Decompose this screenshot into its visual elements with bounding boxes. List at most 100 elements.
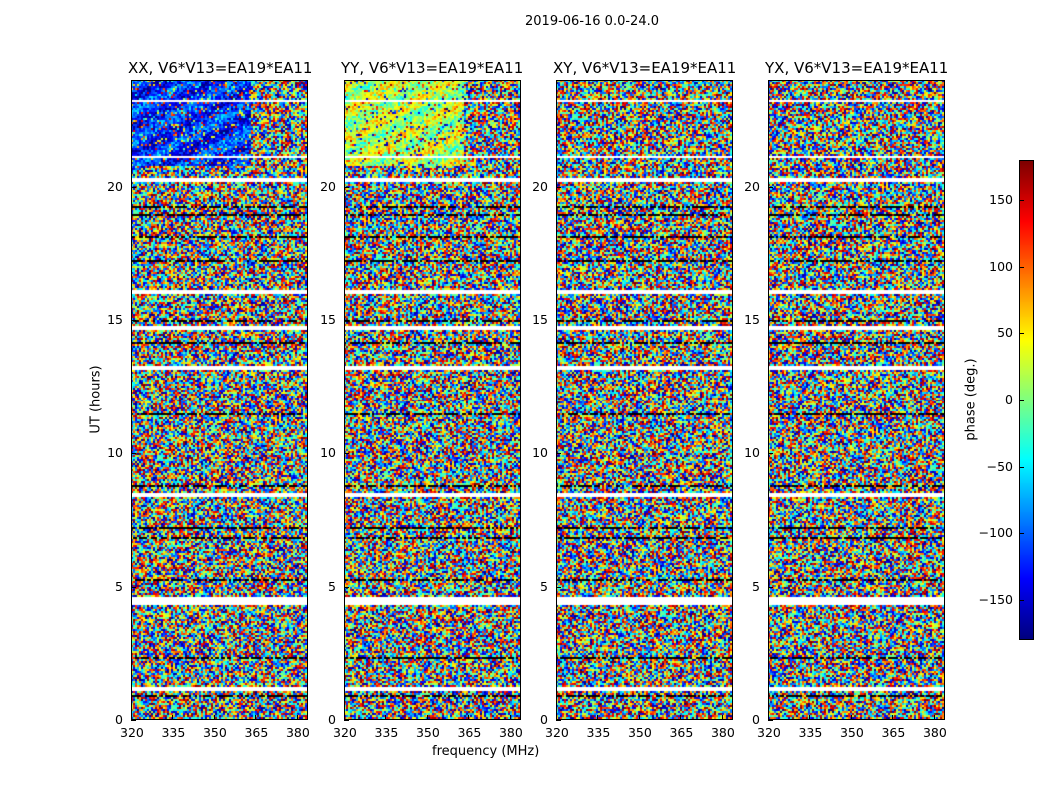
- x-tick: [809, 715, 811, 720]
- x-tick-label: 350: [202, 725, 227, 740]
- y-tick: [768, 720, 773, 721]
- heatmap-panel: [344, 80, 521, 720]
- heatmap-cells: [769, 81, 944, 719]
- y-tick: [556, 453, 561, 455]
- heatmap-cells: [345, 81, 520, 719]
- heatmap-panel: [768, 80, 945, 720]
- y-tick: [768, 453, 773, 455]
- y-tick: [556, 720, 561, 721]
- y-tick: [344, 453, 349, 455]
- figure-suptitle: 2019-06-16 0.0-24.0: [525, 14, 659, 29]
- x-tick-label: 320: [333, 725, 357, 740]
- x-tick-label: 350: [415, 725, 440, 740]
- y-tick: [556, 320, 561, 321]
- colorbar-tick: [1020, 200, 1024, 201]
- heatmap-panel: [556, 80, 733, 720]
- y-tick: [768, 586, 773, 588]
- x-tick-label: 335: [586, 725, 611, 740]
- x-tick-label: 350: [839, 725, 864, 740]
- x-tick: [892, 715, 894, 720]
- y-axis-label: UT (hours): [88, 365, 104, 434]
- y-tick: [131, 720, 136, 721]
- y-tick-label: 20: [107, 178, 123, 194]
- y-tick: [768, 320, 773, 321]
- x-tick-label: 365: [881, 725, 906, 740]
- colorbar-label: phase (deg.): [963, 358, 979, 441]
- x-axis-label: frequency (MHz): [432, 744, 540, 759]
- y-tick: [344, 586, 349, 588]
- y-tick-label: 15: [532, 312, 548, 327]
- y-tick-label: 5: [115, 578, 123, 594]
- x-tick: [131, 715, 132, 720]
- heatmap-cells: [132, 81, 307, 719]
- x-tick: [768, 715, 769, 720]
- y-tick-label: 5: [328, 578, 336, 594]
- y-tick: [344, 186, 349, 188]
- x-tick: [597, 715, 599, 720]
- x-tick-label: 365: [669, 725, 694, 740]
- y-tick-label: 0: [752, 712, 760, 727]
- y-tick: [131, 186, 136, 188]
- x-tick: [255, 715, 257, 720]
- x-tick-label: 380: [710, 725, 735, 740]
- x-tick-label: 380: [922, 725, 947, 740]
- x-tick: [468, 715, 470, 720]
- colorbar-tick: [1020, 533, 1024, 535]
- x-tick-label: 380: [285, 725, 310, 740]
- heatmap-panel: [131, 80, 308, 720]
- x-tick-label: 350: [627, 725, 652, 740]
- colorbar: [1019, 160, 1034, 640]
- y-tick-label: 10: [107, 445, 123, 461]
- colorbar-tick-label: −100: [978, 525, 1013, 541]
- y-tick-label: 0: [328, 712, 336, 727]
- y-tick: [768, 186, 773, 188]
- x-tick: [721, 715, 723, 720]
- y-tick: [556, 186, 561, 188]
- x-tick: [426, 715, 428, 720]
- y-tick-label: 20: [532, 178, 548, 194]
- y-tick-label: 0: [115, 712, 123, 727]
- colorbar-tick-label: 150: [989, 192, 1013, 207]
- panel-title: YX, V6*V13=EA19*EA11: [765, 59, 949, 77]
- y-tick-label: 5: [752, 578, 760, 594]
- y-tick: [344, 320, 349, 321]
- x-tick: [638, 715, 640, 720]
- y-tick: [131, 586, 136, 588]
- x-tick-label: 335: [374, 725, 399, 740]
- y-tick: [344, 720, 349, 721]
- x-tick-label: 335: [161, 725, 186, 740]
- x-tick: [933, 715, 935, 720]
- colorbar-tick-label: 50: [997, 325, 1013, 341]
- x-tick-label: 365: [244, 725, 269, 740]
- x-tick-label: 335: [798, 725, 823, 740]
- y-tick-label: 10: [532, 445, 548, 461]
- colorbar-tick: [1020, 333, 1024, 335]
- y-tick-label: 10: [320, 445, 336, 461]
- x-tick: [172, 715, 174, 720]
- y-tick-label: 0: [540, 712, 548, 727]
- x-tick: [680, 715, 682, 720]
- colorbar-tick: [1020, 400, 1024, 401]
- y-tick-label: 20: [744, 178, 760, 194]
- heatmap-cells: [557, 81, 732, 719]
- colorbar-tick-label: 0: [1005, 392, 1013, 407]
- x-tick-label: 365: [457, 725, 482, 740]
- x-tick-label: 320: [545, 725, 569, 740]
- y-tick: [131, 453, 136, 455]
- colorbar-tick-label: 100: [989, 258, 1013, 274]
- x-tick-label: 320: [120, 725, 144, 740]
- colorbar-tick-label: −50: [986, 458, 1013, 474]
- y-tick-label: 20: [320, 178, 336, 194]
- y-tick-label: 15: [744, 312, 760, 327]
- x-tick: [213, 715, 215, 720]
- y-tick-label: 15: [107, 312, 123, 327]
- x-tick: [385, 715, 387, 720]
- x-tick: [344, 715, 345, 720]
- colorbar-tick: [1020, 466, 1024, 468]
- x-tick: [556, 715, 557, 720]
- colorbar-tick: [1020, 266, 1024, 268]
- panel-title: XY, V6*V13=EA19*EA11: [553, 59, 737, 77]
- colorbar-tick-label: −150: [978, 592, 1013, 607]
- x-tick: [296, 715, 298, 720]
